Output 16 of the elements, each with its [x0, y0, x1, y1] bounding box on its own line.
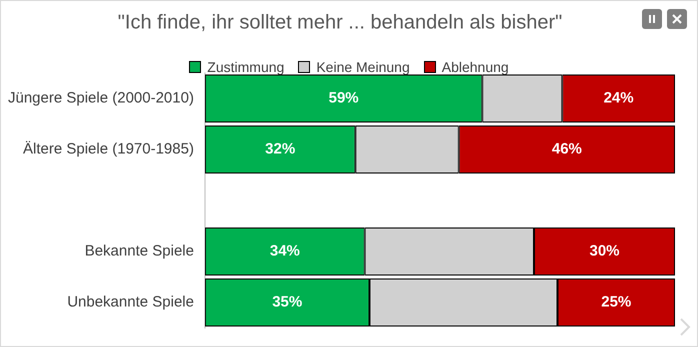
y-tick-label: Bekannte Spiele — [84, 242, 194, 260]
data-label: 46% — [552, 140, 582, 158]
data-label: 24% — [604, 90, 634, 107]
data-label: 59% — [328, 90, 359, 107]
legend-label: Ablehnung — [442, 59, 509, 75]
series-label: Zustimmung — [207, 59, 284, 75]
y-tick-label: Ältere Spiele (1970-1985) — [23, 140, 194, 158]
data-label: 34% — [270, 242, 300, 260]
y-tick-label: Jüngere Spiele (2000-2010) — [8, 90, 194, 107]
data-label: 32% — [265, 140, 296, 158]
data-label: 35% — [272, 294, 302, 311]
legend-label: Keine Meinung — [316, 59, 410, 75]
chart-title: "Ich finde, ihr solltet mehr ... behandeln als bisher" — [118, 12, 562, 34]
data-label: 30% — [589, 242, 620, 260]
y-tick-label: Unbekannte Spiele — [67, 294, 194, 311]
data-label: 25% — [601, 294, 632, 311]
